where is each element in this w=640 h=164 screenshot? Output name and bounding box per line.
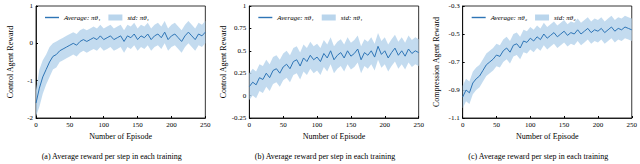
svg-text:250: 250 — [413, 121, 424, 129]
svg-text:(c) Average reward per step in: (c) Average reward per step in each trai… — [468, 152, 608, 161]
svg-text:-0.7: -0.7 — [449, 58, 461, 66]
svg-text:50: 50 — [66, 121, 74, 129]
svg-text:std: πθ₁: std: πθ₁ — [341, 14, 363, 22]
svg-text:0: 0 — [248, 121, 252, 129]
svg-text:0: 0 — [30, 39, 34, 47]
svg-text:50: 50 — [493, 121, 501, 129]
svg-text:-1: -1 — [27, 77, 33, 85]
svg-text:250: 250 — [627, 121, 638, 129]
svg-text:-0.9: -0.9 — [449, 86, 461, 94]
svg-text:0: 0 — [461, 121, 465, 129]
svg-text:150: 150 — [559, 121, 570, 129]
svg-text:std: πθ₂: std: πθ₂ — [554, 14, 576, 22]
svg-text:std: πθ₁: std: πθ₁ — [127, 14, 149, 22]
svg-text:0: 0 — [243, 92, 247, 100]
svg-text:Average: πθ₂: Average: πθ₂ — [490, 14, 528, 22]
svg-text:Control Agent Reward: Control Agent Reward — [219, 26, 228, 98]
svg-text:100: 100 — [525, 121, 536, 129]
svg-text:0: 0 — [34, 121, 38, 129]
svg-text:Average: πθ₁: Average: πθ₁ — [63, 14, 100, 22]
svg-text:-2: -2 — [27, 114, 33, 122]
svg-text:100: 100 — [98, 121, 109, 129]
svg-text:200: 200 — [593, 121, 604, 129]
svg-text:100: 100 — [312, 121, 323, 129]
svg-text:200: 200 — [380, 121, 391, 129]
svg-text:Control Agent Reward: Control Agent Reward — [6, 26, 15, 98]
svg-text:Compression Agent Reward: Compression Agent Reward — [432, 17, 441, 107]
svg-text:250: 250 — [200, 121, 211, 129]
svg-text:Number of Episode: Number of Episode — [303, 132, 366, 141]
svg-text:1: 1 — [243, 2, 247, 10]
svg-text:(b) Average reward per step in: (b) Average reward per step in each trai… — [255, 152, 395, 161]
svg-text:-0.5: -0.5 — [449, 30, 461, 38]
svg-text:(a) Average reward per step in: (a) Average reward per step in each trai… — [42, 152, 182, 161]
svg-text:0.5: 0.5 — [238, 47, 247, 55]
svg-text:Number of Episode: Number of Episode — [89, 132, 152, 141]
svg-text:-0.3: -0.3 — [449, 2, 461, 10]
svg-text:0.25: 0.25 — [234, 69, 247, 77]
svg-text:50: 50 — [280, 121, 288, 129]
svg-text:-1.1: -1.1 — [449, 114, 461, 122]
svg-text:0.75: 0.75 — [234, 24, 247, 32]
svg-text:150: 150 — [132, 121, 143, 129]
svg-text:Average: πθ₁: Average: πθ₁ — [276, 14, 313, 22]
svg-text:150: 150 — [346, 121, 357, 129]
svg-text:1: 1 — [30, 2, 34, 10]
svg-text:Number of Episode: Number of Episode — [516, 132, 579, 141]
svg-text:200: 200 — [166, 121, 177, 129]
svg-text:-0.25: -0.25 — [232, 114, 247, 122]
